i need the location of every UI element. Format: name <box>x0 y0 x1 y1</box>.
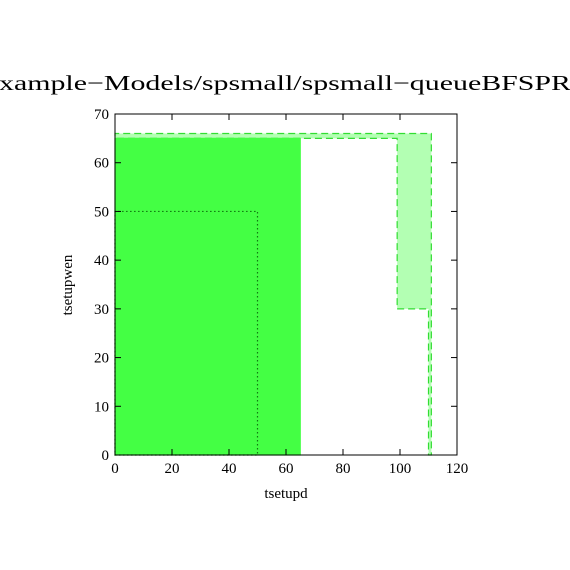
y-tick-label: 60 <box>94 156 109 172</box>
region <box>114 137 301 456</box>
x-tick-label: 0 <box>111 461 119 477</box>
y-tick-label: 10 <box>94 399 109 415</box>
y-axis-label: tsetupwen <box>60 254 76 315</box>
region <box>114 132 432 456</box>
y-tick-label: 50 <box>94 204 109 220</box>
x-tick-label: 20 <box>165 461 180 477</box>
y-tick-label: 40 <box>94 253 109 269</box>
y-tick-label: 70 <box>94 107 109 123</box>
y-tick-label: 30 <box>94 302 109 318</box>
x-tick-label: 80 <box>336 461 351 477</box>
x-tick-label: 60 <box>279 461 294 477</box>
x-tick-label: 100 <box>389 461 412 477</box>
y-tick-label: 20 <box>94 351 109 367</box>
y-tick-label: 0 <box>102 448 110 464</box>
x-axis-label: tsetupd <box>264 486 308 502</box>
x-tick-label: 40 <box>222 461 237 477</box>
chart-title: xample−Models/spsmall/spsmall−queueBFSPR <box>0 71 570 95</box>
x-tick-label: 120 <box>446 461 469 477</box>
